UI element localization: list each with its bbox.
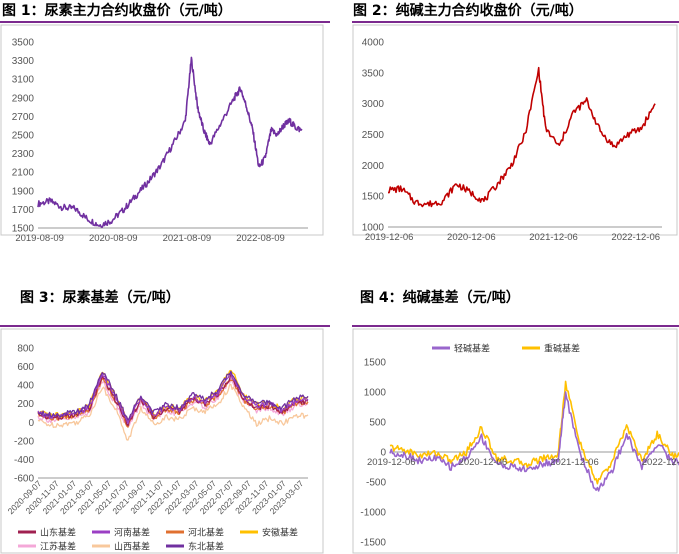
- x-tick-label: 2022-12-06: [611, 232, 660, 243]
- y-tick-label: 2500: [12, 131, 35, 142]
- x-tick-label: 2022-08-09: [236, 233, 285, 244]
- series-line: [37, 383, 309, 441]
- soda-ash-basis-chart: -1500 -1000 -500 0 500 1000 1500 2019-12-06 2020…: [352, 328, 679, 554]
- chart-frame: [0, 328, 324, 554]
- y-tick-label: 600: [17, 362, 34, 373]
- legend-label: 河南基差: [114, 527, 150, 538]
- title-rule-2: [352, 21, 679, 23]
- chart-frame: [352, 24, 678, 236]
- y-tick-label: 3300: [12, 56, 35, 67]
- y-tick-label: 2700: [12, 112, 35, 123]
- y-tick-label: 500: [369, 418, 386, 429]
- legend-label: 轻碱基差: [454, 343, 490, 354]
- chart-frame: [0, 24, 324, 236]
- y-tick-label: 2500: [362, 130, 385, 141]
- x-tick-label: 2019-08-09: [15, 233, 64, 244]
- x-tick-label: 2022-12-06: [642, 457, 679, 468]
- title-rule-4: [352, 325, 679, 327]
- y-tick-label: 0: [380, 448, 386, 459]
- legend-label: 东北基差: [188, 541, 224, 552]
- legend-label: 安徽基差: [262, 527, 298, 538]
- y-tick-label: 2100: [12, 168, 35, 179]
- series-line: [37, 372, 309, 425]
- chart-frame: [352, 328, 678, 554]
- y-tick-label: 3100: [12, 75, 35, 86]
- series-line: [388, 66, 656, 208]
- x-tick-label: 2020-12-06: [459, 457, 508, 468]
- y-tick-label: 1500: [364, 358, 387, 369]
- fig4-title: 图 4：纯碱基差（元/吨）: [360, 290, 520, 306]
- series-line: [389, 380, 679, 485]
- x-tick-label: 2020-08-09: [89, 233, 138, 244]
- x-tick-label: 2020-12-06: [447, 232, 496, 243]
- title-rule-3: [0, 325, 330, 327]
- fig2-title: 图 2：纯碱主力合约收盘价（元/吨）: [353, 3, 583, 19]
- legend-label: 河北基差: [188, 527, 224, 538]
- y-tick-label: -600: [14, 474, 34, 485]
- fig1-title: 图 1：尿素主力合约收盘价（元/吨）: [2, 3, 232, 19]
- y-tick-label: 4000: [362, 38, 385, 49]
- y-tick-label: 2900: [12, 93, 35, 104]
- series-line: [37, 56, 303, 229]
- y-tick-label: -1500: [360, 538, 386, 549]
- y-tick-label: 3500: [12, 38, 35, 49]
- title-rule-1: [0, 21, 330, 23]
- x-tick-label: 2021-12-06: [550, 457, 599, 468]
- y-tick-label: -500: [366, 478, 386, 489]
- legend-label: 重碱基差: [544, 343, 580, 354]
- y-tick-label: 1000: [364, 388, 387, 399]
- x-tick-label: 2021-12-06: [529, 232, 578, 243]
- y-tick-label: 3500: [362, 68, 385, 79]
- legend-label: 江苏基差: [40, 541, 76, 552]
- y-tick-label: 1900: [12, 186, 35, 197]
- y-tick-label: 2300: [12, 149, 35, 160]
- urea-price-chart: 1500 1700 1900 2100 2300 2500 2700 2900 3100 3300…: [0, 24, 324, 244]
- y-tick-label: 800: [17, 344, 34, 355]
- series-line: [37, 370, 309, 421]
- y-tick-label: 200: [17, 399, 34, 410]
- y-tick-label: 1000: [362, 223, 385, 234]
- x-tick-label: 2019-12-06: [365, 232, 414, 243]
- fig3-title: 图 3：尿素基差（元/吨）: [20, 290, 180, 306]
- y-tick-label: 400: [17, 381, 34, 392]
- x-tick-label: 2019-12-06: [367, 457, 416, 468]
- urea-basis-chart: -600-400-20002004006008002020-09-072020-…: [0, 328, 324, 554]
- x-tick-label: 2021-08-09: [163, 233, 212, 244]
- y-tick-label: 1500: [12, 224, 35, 235]
- y-tick-label: 2000: [362, 161, 385, 172]
- series-line: [389, 391, 679, 492]
- y-tick-label: -400: [14, 455, 34, 466]
- y-tick-label: 3000: [362, 99, 385, 110]
- y-tick-label: -200: [14, 436, 34, 447]
- soda-ash-price-chart: 1000 1500 2000 2500 3000 3500 4000 2019-12-06 20…: [352, 24, 678, 243]
- y-tick-label: 1500: [362, 192, 385, 203]
- y-tick-label: 0: [28, 418, 34, 429]
- y-tick-label: 1700: [12, 205, 35, 216]
- legend-label: 山西基差: [114, 541, 150, 552]
- y-tick-label: -1000: [360, 508, 386, 519]
- legend-label: 山东基差: [40, 527, 76, 538]
